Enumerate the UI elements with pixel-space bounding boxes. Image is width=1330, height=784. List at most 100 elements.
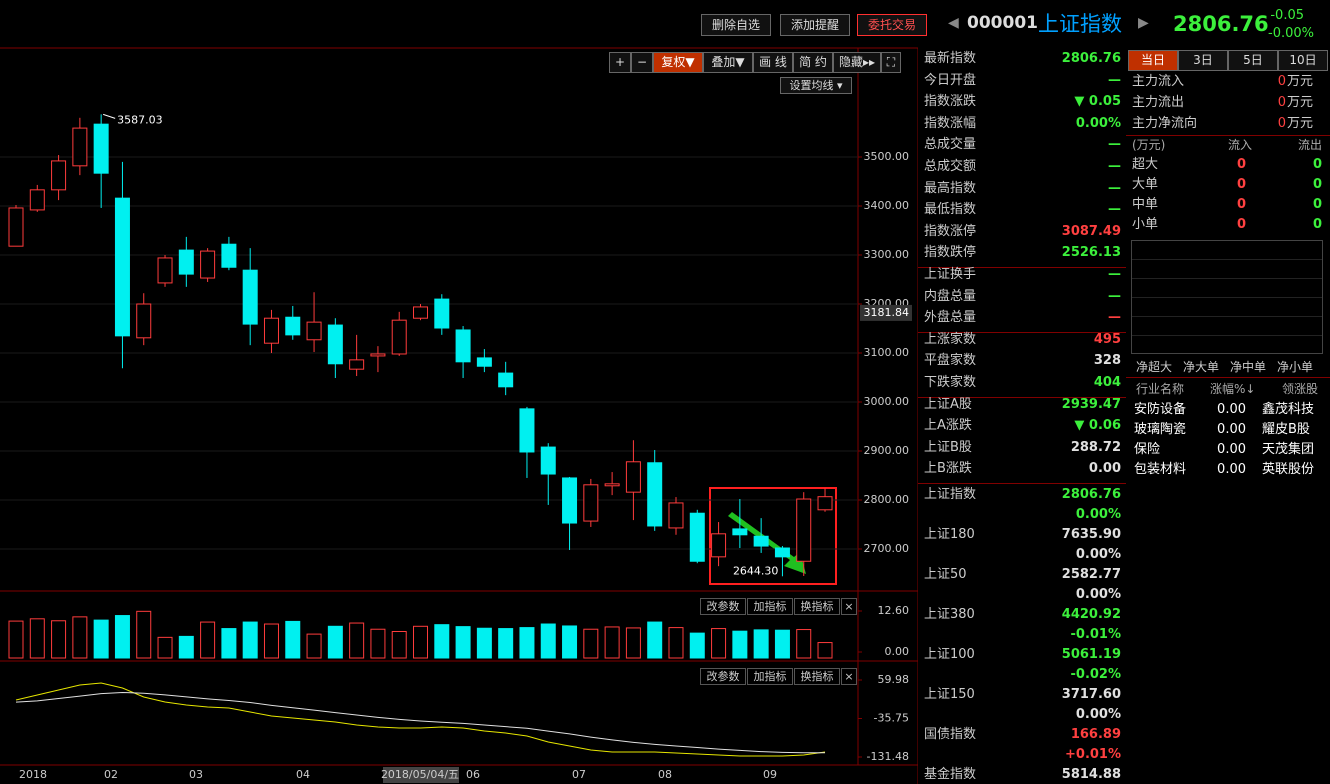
candle-body [604,483,620,487]
flow-unit: 万元 [1287,116,1314,131]
quote-value: 2526.13 [1061,245,1121,261]
candle-body [647,462,663,527]
section-line [918,331,1126,333]
quote-value: — [1108,159,1121,174]
chart-tool-button[interactable]: 画 线 [753,52,793,73]
industry-pct: 0.00 [1217,442,1246,457]
candle-body [136,303,152,339]
candle-body [711,533,727,558]
industry-leader: 鑫茂科技 [1262,402,1315,417]
volume-bar [476,627,492,659]
panel-button[interactable]: 加指标 [747,668,793,685]
quote-label: 指数涨跌 [924,94,977,110]
macd-tick-label: -35.75 [874,712,909,725]
panel-button[interactable]: × [841,598,857,615]
candle-body [157,257,173,284]
candle-body [668,502,684,529]
candle-body [349,359,365,370]
change: -0.05 [1270,8,1304,23]
ma-button[interactable]: 设置均线 ▾ [780,77,852,94]
y-tick-label: 2800.00 [864,493,910,506]
industry-pct: 0.00 [1217,462,1246,477]
volume-bar [306,633,322,659]
flow-out: 0 [1312,177,1322,192]
toolbar-button[interactable]: 删除自选 [701,14,771,36]
toolbar-button[interactable]: 委托交易 [857,14,927,36]
volume-bar [51,620,67,659]
panel-button[interactable]: × [841,668,857,685]
chart-tool-button[interactable]: − [631,52,653,73]
index-pct: -0.01% [1070,627,1122,642]
index-value: 5061.19 [1061,647,1121,662]
quote-label: 总成交量 [924,137,977,153]
panel-button[interactable]: 改参数 [700,668,746,685]
candle-body [413,306,429,319]
volume-bar [200,621,216,659]
y-tick-label: 2900.00 [864,444,910,457]
flow-tab[interactable]: 10日 [1278,50,1328,71]
candle-body [774,547,790,558]
vol-tick-label: 0.00 [885,645,910,658]
crosshair-label: 3181.84 [864,306,910,319]
chart: 3500.003400.003300.003200.003100.003000.… [0,47,918,784]
quote-value: 2806.76 [1061,51,1121,66]
panel-button[interactable]: 改参数 [700,598,746,615]
volume-bar [455,626,471,659]
y-tick-label: 2700.00 [864,542,910,555]
candle-body [434,298,450,329]
volume-bar [647,621,663,659]
quote-label: 今日开盘 [924,72,977,88]
volume-bar [29,618,45,659]
quote-value: — [1108,72,1121,88]
fullscreen-button[interactable]: ⛶ [881,52,901,73]
chart-tool-button[interactable]: 隐藏▸▸ [833,52,881,73]
index-pct: -0.02% [1070,667,1122,682]
industry-pct: 0.00 [1217,402,1246,417]
chart-tool-button[interactable]: + [609,52,631,73]
candle-body [200,250,216,279]
flow-row-label: 超大 [1132,157,1159,172]
index-pct: 0.00% [1075,507,1121,522]
flow-row-label: 大单 [1132,177,1159,192]
highlight-box [709,487,837,585]
candle-body [817,496,833,511]
flow-tab[interactable]: 当日 [1128,50,1178,71]
volume-bar [72,616,88,659]
industry-header: 涨幅%↓ [1210,382,1256,396]
quote-value: 2939.47 [1061,396,1121,412]
chart-tool-button[interactable]: 叠加▼ [703,52,753,73]
index-name: 上证150 [924,687,975,702]
crosshair-box [860,304,912,321]
index-pct: 0.00% [1075,547,1121,562]
volume-bar [327,625,343,659]
chart-tool-button[interactable]: 简 约 [793,52,833,73]
quote-value: 3087.49 [1061,223,1121,239]
flow-value: 0 [1277,74,1286,89]
volume-bar [157,636,173,659]
section-line [918,483,1126,484]
panel-button[interactable]: 加指标 [747,598,793,615]
toolbar-button[interactable]: 添加提醒 [780,14,850,36]
flow-header: 流出 [1297,138,1322,152]
quote-label: 指数涨幅 [924,115,977,131]
flow-label: 主力流出 [1132,95,1185,110]
flow-tab[interactable]: 3日 [1178,50,1228,71]
panel-button[interactable]: 换指标 [794,598,840,615]
x-label: 04 [296,768,310,781]
flow-in: 0 [1236,197,1246,212]
volume-bar [519,627,535,659]
candle-body [583,484,599,522]
chart-tool-button[interactable]: 复权▼ [653,52,703,73]
high-annotation: 3587.03 [117,113,163,126]
panel-button[interactable]: 换指标 [794,668,840,685]
y-tick-label: 3500.00 [864,150,910,163]
flow-tab[interactable]: 5日 [1228,50,1278,71]
x-label-highlight [383,767,459,783]
industry-sep [1126,377,1330,378]
quote-value: 328 [1093,353,1121,369]
volume-bar [413,625,429,659]
index-value: 7635.90 [1061,527,1121,542]
x-label: 07 [572,768,586,781]
candle-body [391,319,407,355]
